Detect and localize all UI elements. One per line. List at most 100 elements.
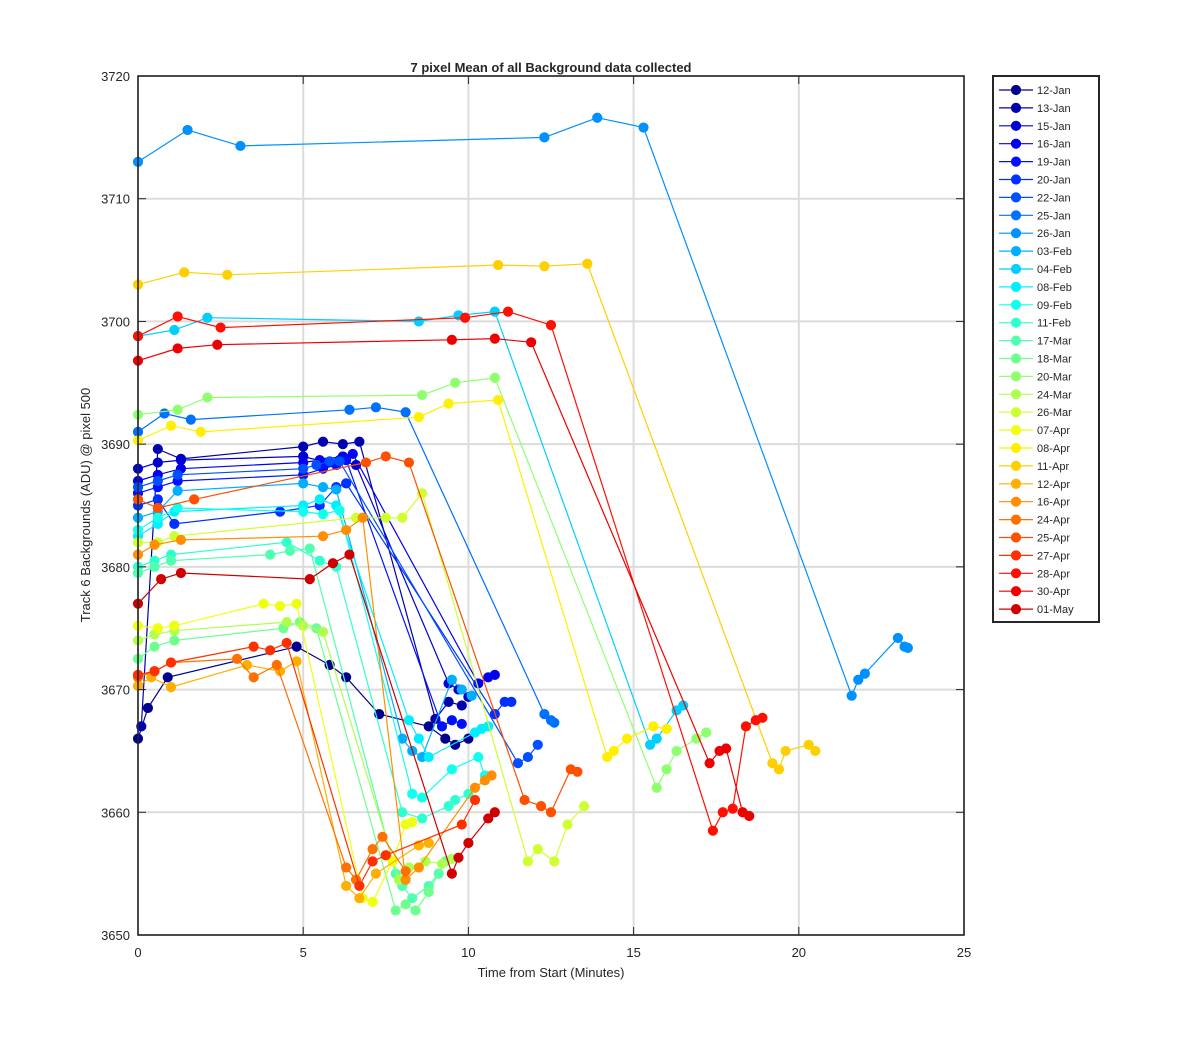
- legend-label: 01-May: [1037, 604, 1074, 616]
- legend-label: 18-Mar: [1037, 354, 1072, 366]
- legend-label: 12-Jan: [1037, 85, 1071, 97]
- data-point: [407, 788, 418, 799]
- data-point: [450, 377, 461, 388]
- data-point: [298, 478, 309, 489]
- data-point: [443, 398, 454, 409]
- x-axis-label: Time from Start (Minutes): [478, 965, 625, 980]
- data-point: [539, 132, 550, 143]
- legend-entry: 25-Apr: [999, 532, 1070, 545]
- y-tick-label: 3680: [101, 560, 130, 575]
- legend-label: 16-Jan: [1037, 139, 1071, 151]
- data-point: [853, 674, 864, 685]
- legend-marker: [1010, 496, 1022, 507]
- data-point: [701, 727, 712, 738]
- data-point: [512, 758, 524, 769]
- data-point: [549, 856, 560, 867]
- chart-title: 7 pixel Mean of all Background data coll…: [410, 60, 691, 75]
- legend-marker: [1010, 425, 1022, 436]
- data-point: [436, 721, 448, 732]
- data-point: [757, 712, 768, 723]
- data-point: [535, 801, 547, 812]
- legend-label: 15-Jan: [1037, 121, 1071, 133]
- legend-marker: [1010, 442, 1022, 454]
- data-point: [902, 642, 913, 653]
- data-point: [592, 112, 603, 123]
- legend-marker: [1010, 389, 1022, 400]
- data-point: [152, 457, 163, 468]
- data-point: [341, 862, 352, 873]
- legend-entry: 28-Apr: [999, 568, 1070, 580]
- data-point: [466, 690, 477, 701]
- data-point: [298, 620, 309, 631]
- data-point: [562, 819, 573, 830]
- data-point: [165, 682, 177, 693]
- data-point: [357, 512, 368, 523]
- data-point: [354, 880, 365, 892]
- legend-marker: [1010, 604, 1022, 615]
- legend-entry: 22-Jan: [999, 192, 1071, 204]
- data-point: [651, 733, 662, 744]
- data-point: [172, 343, 183, 354]
- data-point: [271, 659, 282, 671]
- data-point: [450, 794, 461, 806]
- legend-label: 26-Jan: [1037, 228, 1071, 240]
- data-point: [195, 426, 206, 437]
- data-point: [417, 813, 428, 824]
- legend-marker: [1010, 281, 1022, 292]
- data-point: [407, 893, 418, 904]
- data-point: [489, 669, 500, 680]
- legend-marker: [1010, 138, 1022, 149]
- legend-entry: 09-Feb: [999, 299, 1072, 312]
- data-point: [142, 702, 154, 714]
- y-tick-label: 3660: [101, 805, 130, 820]
- data-point: [334, 505, 345, 516]
- legend-entry: 16-Jan: [999, 138, 1071, 151]
- legend-entry: 24-Mar: [999, 389, 1072, 401]
- data-point: [317, 508, 329, 520]
- y-tick-label: 3690: [101, 437, 130, 452]
- legend-marker: [1010, 514, 1022, 525]
- legend-label: 30-Apr: [1037, 586, 1070, 598]
- series-layer: [132, 112, 913, 916]
- data-point: [400, 874, 411, 885]
- data-point: [162, 672, 173, 683]
- data-point: [360, 457, 372, 468]
- data-point: [265, 549, 276, 560]
- data-point: [377, 831, 388, 842]
- data-point: [417, 389, 428, 401]
- y-tick-label: 3650: [101, 928, 130, 943]
- legend-marker: [1010, 407, 1022, 418]
- legend-entry: 20-Mar: [999, 371, 1072, 383]
- data-point: [304, 574, 315, 585]
- series-30-Apr: [132, 333, 755, 822]
- legend-entry: 16-Apr: [999, 496, 1070, 509]
- data-point: [169, 620, 180, 631]
- data-point: [248, 641, 259, 652]
- data-point: [621, 733, 633, 744]
- data-point: [169, 518, 180, 530]
- data-point: [291, 598, 302, 609]
- data-point: [235, 140, 246, 152]
- series-01-May: [132, 549, 500, 879]
- data-point: [526, 337, 537, 348]
- data-point: [410, 905, 421, 916]
- data-point: [417, 792, 428, 803]
- data-point: [175, 534, 187, 545]
- legend-label: 09-Feb: [1037, 300, 1072, 312]
- data-point: [532, 739, 543, 750]
- data-point: [152, 475, 163, 487]
- data-point: [284, 545, 296, 557]
- legend-label: 20-Jan: [1037, 175, 1071, 187]
- data-point: [179, 267, 190, 278]
- data-point: [317, 436, 329, 447]
- series-08-Feb: [132, 494, 494, 763]
- legend-label: 27-Apr: [1037, 550, 1070, 562]
- legend-entry: 01-May: [999, 604, 1074, 616]
- data-point: [489, 333, 500, 344]
- data-point: [165, 555, 177, 566]
- legend-entry: 11-Feb: [999, 317, 1071, 330]
- data-point: [483, 813, 494, 824]
- data-point: [397, 512, 408, 523]
- data-point: [522, 856, 533, 867]
- x-tick-label: 20: [792, 945, 806, 960]
